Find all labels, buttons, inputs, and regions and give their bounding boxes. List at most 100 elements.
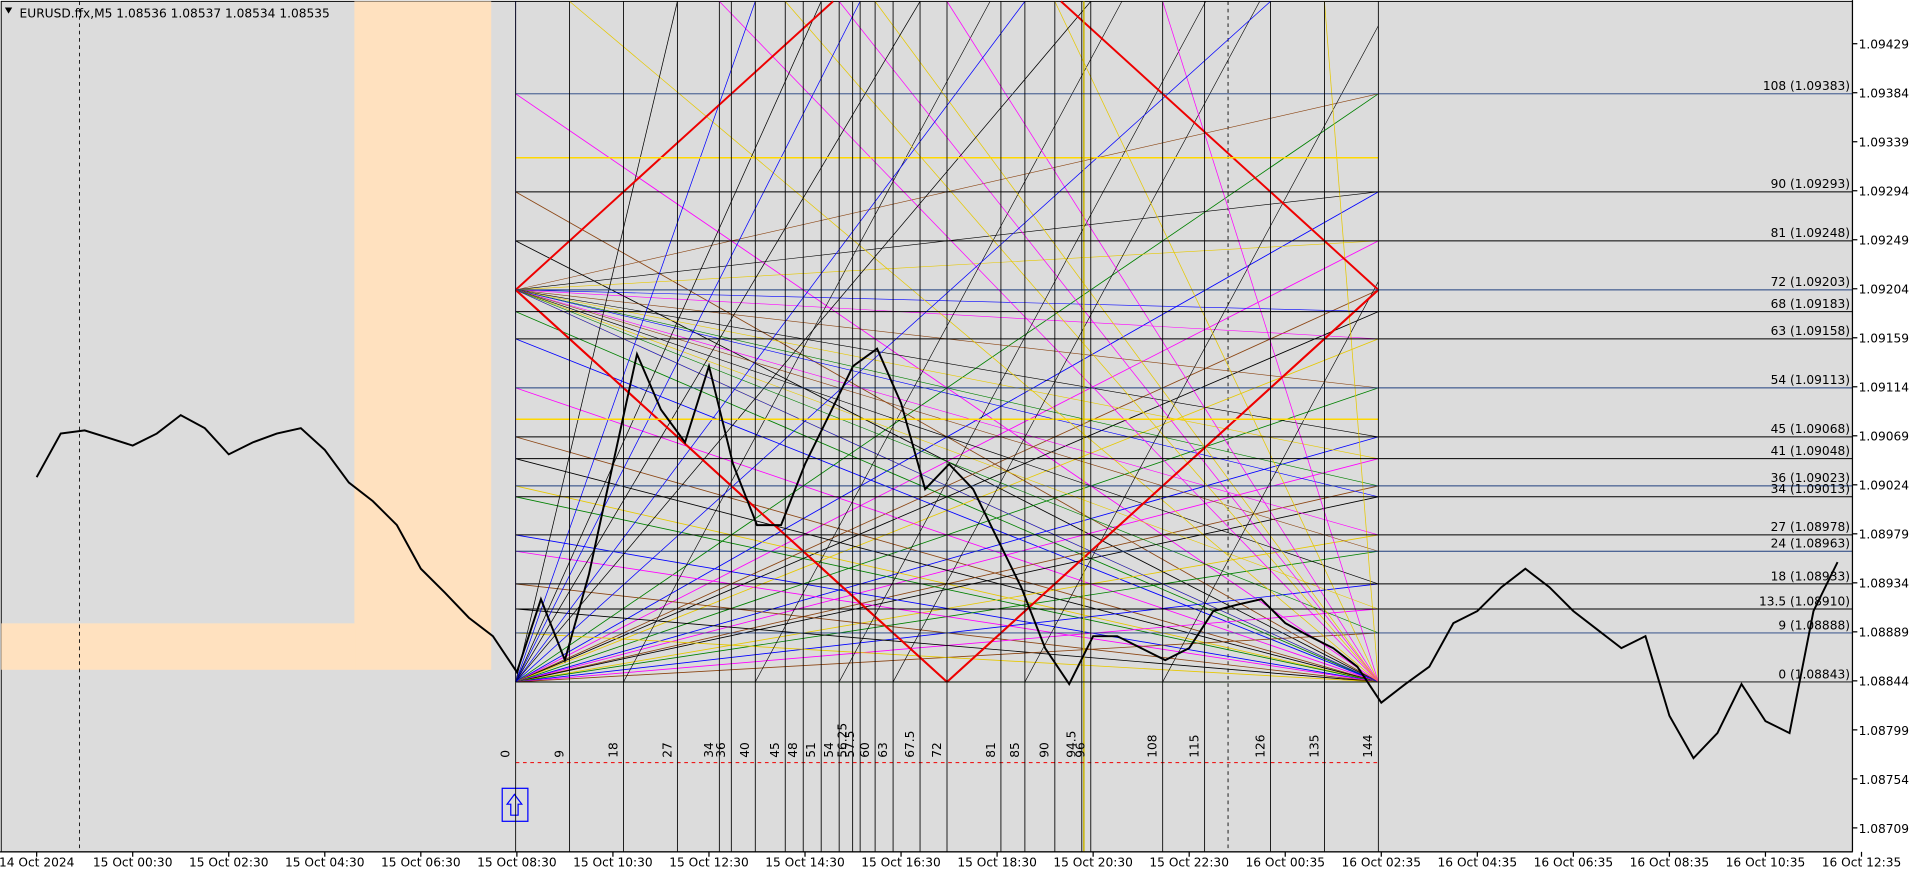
plot-area (0, 0, 1853, 853)
time-label: 115 (1188, 734, 1202, 757)
y-axis-area (1852, 0, 1916, 852)
level-label: 13.5 (1.08910) (1759, 594, 1850, 608)
level-label: 9 (1.08888) (1778, 618, 1850, 632)
arrow-box (501, 787, 529, 822)
time-label: 126 (1253, 734, 1267, 757)
time-label: 108 (1146, 734, 1160, 757)
time-label: 63 (876, 742, 890, 758)
time-label: 0 (499, 750, 513, 758)
x-tick-label: 15 Oct 08:30 (477, 856, 557, 870)
fan-line (838, 1, 1379, 683)
y-tick-label: 1.09429 (1859, 38, 1909, 52)
time-label: 56.25 (836, 723, 850, 758)
time-label: 40 (738, 742, 752, 758)
price-line (35, 347, 1839, 760)
y-tick-label: 1.08754 (1859, 773, 1910, 787)
time-label: 67.5 (903, 731, 917, 758)
time-label: 85 (1008, 742, 1022, 758)
x-tick-label: 15 Oct 12:30 (669, 856, 749, 870)
level-label: 34 (1.09013) (1771, 482, 1850, 496)
fan-line (515, 1, 822, 683)
time-label: 27 (660, 742, 674, 758)
time-label: 9 (552, 750, 566, 758)
x-tick-label: 16 Oct 08:35 (1630, 856, 1710, 870)
y-tick-label: 1.09114 (1859, 381, 1910, 395)
x-tick-label: 16 Oct 12:35 (1822, 856, 1902, 870)
y-tick-label: 1.09204 (1859, 283, 1910, 297)
level-label: 27 (1.08978) (1771, 520, 1850, 534)
x-tick-label: 15 Oct 20:30 (1053, 856, 1133, 870)
time-label: 18 (606, 742, 620, 758)
level-label: 81 (1.09248) (1771, 226, 1850, 240)
y-tick-label: 1.09069 (1859, 430, 1909, 444)
x-tick-label: 16 Oct 04:35 (1438, 856, 1518, 870)
y-tick-label: 1.08709 (1859, 822, 1909, 836)
time-label: 36 (714, 742, 728, 758)
time-label: 72 (930, 742, 944, 758)
x-tick-label: 15 Oct 06:30 (381, 856, 461, 870)
collapse-icon (4, 7, 13, 14)
time-label: 94.5 (1065, 731, 1079, 758)
x-tick-label: 15 Oct 10:30 (573, 856, 653, 870)
x-tick-label: 14 Oct 2024 (0, 856, 75, 870)
fan-line (755, 1, 1123, 683)
y-tick-label: 1.09339 (1859, 136, 1909, 150)
y-tick-label: 1.08979 (1859, 528, 1909, 542)
x-tick-label: 15 Oct 16:30 (861, 856, 941, 870)
fan-line (719, 1, 1379, 683)
x-tick-label: 15 Oct 02:30 (189, 856, 269, 870)
level-label: 45 (1.09068) (1771, 422, 1850, 436)
y-tick-label: 1.08799 (1859, 724, 1909, 738)
chart-title: EURUSD.ffx,M5 1.08536 1.08537 1.08534 1.… (20, 6, 330, 20)
y-tick-label: 1.09249 (1859, 234, 1909, 248)
time-label: 51 (804, 742, 818, 758)
y-tick-label: 1.09159 (1859, 332, 1909, 346)
level-label: 90 (1.09293) (1771, 177, 1850, 191)
time-label: 54 (822, 742, 836, 758)
x-tick-label: 15 Oct 04:30 (285, 856, 365, 870)
diamond-line (1060, 0, 1380, 291)
level-label: 24 (1.08963) (1771, 537, 1850, 551)
x-tick-label: 16 Oct 00:35 (1245, 856, 1325, 870)
fan-line (569, 1, 1379, 683)
fan-line (515, 1, 861, 683)
x-tick-label: 16 Oct 10:35 (1726, 856, 1806, 870)
y-tick-label: 1.08934 (1859, 577, 1910, 591)
time-label: 45 (768, 742, 782, 758)
time-label: 96 (1074, 742, 1088, 758)
time-label: 57.5 (843, 731, 857, 758)
y-tick-label: 1.08844 (1859, 675, 1910, 689)
level-label: 63 (1.09158) (1771, 324, 1850, 338)
time-label: 90 (1038, 742, 1052, 758)
x-tick-label: 16 Oct 06:35 (1534, 856, 1614, 870)
level-label: 72 (1.09203) (1771, 275, 1850, 289)
time-label: 34 (702, 742, 716, 758)
y-tick-label: 1.09024 (1859, 479, 1910, 493)
x-tick-label: 16 Oct 02:35 (1341, 856, 1421, 870)
level-label: 0 (1.08843) (1778, 667, 1850, 681)
fan-line (515, 1, 1026, 683)
x-tick-label: 15 Oct 14:30 (765, 856, 845, 870)
level-label: 54 (1.09113) (1771, 373, 1850, 387)
level-label: 36 (1.09023) (1771, 471, 1850, 485)
time-label: 144 (1361, 734, 1375, 758)
diamond-line (515, 0, 834, 291)
time-label: 48 (786, 742, 800, 758)
y-tick-label: 1.09294 (1859, 185, 1910, 199)
x-tick-label: 15 Oct 18:30 (957, 856, 1037, 870)
time-label: 135 (1307, 734, 1321, 757)
level-label: 108 (1.09383) (1763, 79, 1850, 93)
time-label: 60 (858, 742, 872, 758)
highlight-zone (354, 1, 492, 670)
highlight-zone (1, 623, 356, 670)
fan-line (515, 1, 678, 683)
level-label: 18 (1.08933) (1771, 569, 1850, 583)
level-label: 68 (1.09183) (1771, 297, 1850, 311)
fan-line (515, 1, 756, 683)
y-tick-label: 1.08889 (1859, 626, 1909, 640)
fan-line (1324, 1, 1379, 682)
fan-line (874, 1, 1379, 683)
x-tick-label: 15 Oct 00:30 (93, 856, 173, 870)
